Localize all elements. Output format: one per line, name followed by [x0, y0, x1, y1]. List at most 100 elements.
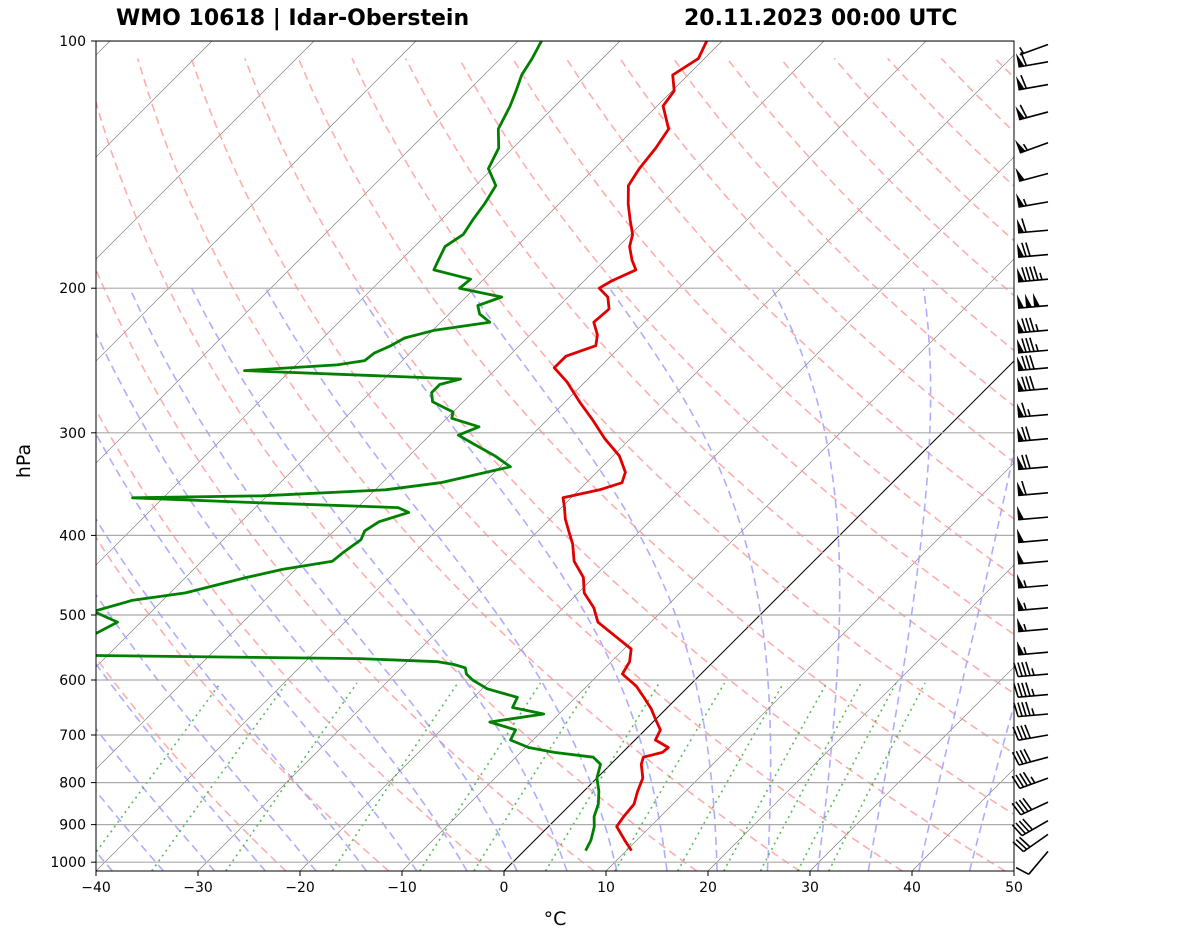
y-tick-label: 1000	[50, 855, 86, 871]
moist-adiabat-line	[190, 287, 568, 871]
axes: −40 −30 −20 −10 0 10 20 30 40 50 100 200 300 400 500 60…	[50, 34, 1023, 896]
dry-adiabat-line	[940, 57, 1014, 133]
wind-barb	[1016, 549, 1049, 565]
wind-barb	[1016, 505, 1049, 521]
wind-barb	[1016, 480, 1049, 497]
wind-barb	[1011, 771, 1049, 790]
wind-barb	[1011, 748, 1049, 766]
wind-barb	[1016, 317, 1049, 334]
x-tick-label: 30	[801, 880, 819, 896]
moist-adiabat-line	[968, 702, 1014, 871]
chart-title-station: WMO 10618 | Idar-Oberstein	[116, 6, 470, 31]
dry-adiabat-line	[351, 58, 1014, 755]
mixing-ratio-line	[723, 682, 828, 871]
wind-barbs	[1011, 43, 1049, 876]
wind-barb	[1016, 218, 1049, 234]
x-tick-label: 10	[597, 880, 615, 896]
y-tick-label: 300	[59, 426, 86, 442]
dry-adiabat-line	[297, 58, 1014, 816]
isotherm-line	[96, 41, 417, 362]
isotherm-line	[96, 41, 621, 566]
moist-adiabat-line	[96, 331, 468, 871]
wind-barb	[1013, 661, 1049, 678]
dry-adiabat-line	[190, 58, 903, 871]
moist-adiabat-line	[96, 432, 418, 871]
isotherm-line	[96, 41, 519, 464]
dry-adiabat-line	[404, 58, 1014, 695]
mixing-ratio-line	[676, 682, 785, 871]
wind-barb	[1016, 454, 1049, 471]
isotherm-zero-line	[503, 360, 1014, 871]
dry-adiabat-line	[96, 99, 698, 871]
wind-barb	[1016, 573, 1049, 589]
isotherm-line	[401, 258, 1014, 871]
plot-frame	[95, 40, 1015, 872]
dry-adiabat-line	[565, 57, 1014, 520]
dry-adiabat-line	[244, 58, 1006, 871]
y-tick-label: 400	[59, 528, 86, 544]
series-lines	[96, 41, 708, 852]
wind-barb	[1015, 104, 1049, 121]
x-tick-label: 40	[903, 880, 921, 896]
wind-barb	[1015, 167, 1049, 183]
mixing-ratio-line	[331, 682, 459, 871]
x-tick-label: 0	[500, 880, 509, 896]
isotherm-line	[605, 462, 1014, 871]
moist-adiabat-line	[96, 662, 267, 871]
wind-barb	[1016, 242, 1049, 258]
wind-barb	[1012, 724, 1049, 741]
isotherm-line	[299, 156, 1014, 871]
dewpoint-profile-line	[96, 41, 602, 852]
dry-adiabat-line	[96, 656, 287, 871]
moist-adiabat-line	[918, 446, 1014, 871]
dry-adiabat-line	[779, 57, 1014, 297]
background-lines	[96, 41, 1014, 871]
wind-barb	[1011, 797, 1049, 816]
wind-barb	[1016, 596, 1049, 612]
wind-barb	[1016, 426, 1049, 443]
wind-barb	[1016, 337, 1049, 354]
x-tick-label: 50	[1005, 880, 1023, 896]
wind-barb	[1016, 640, 1049, 656]
dry-adiabat-line	[96, 408, 492, 871]
mixing-ratio-line	[419, 682, 542, 871]
x-axis-label: °C	[544, 908, 567, 930]
x-tick-label: −10	[387, 880, 417, 896]
moist-adiabat-line	[771, 287, 841, 871]
moist-adiabat-line	[96, 727, 216, 871]
isotherm-line	[1013, 870, 1014, 871]
y-tick-label: 500	[59, 608, 86, 624]
mixing-ratio-line	[828, 682, 926, 871]
chart-title-datetime: 20.11.2023 00:00 UTC	[684, 6, 958, 31]
y-tick-label: 100	[59, 34, 86, 50]
y-tick-label: 600	[59, 673, 86, 689]
mixing-ratio-line	[473, 682, 593, 871]
isotherm-line	[96, 41, 825, 770]
mixing-ratio-line	[796, 682, 897, 871]
wind-barb	[1016, 52, 1049, 68]
isotherm-line	[809, 666, 1014, 871]
wind-barb	[1016, 402, 1049, 418]
wind-barb	[1019, 43, 1049, 56]
moist-adiabat-line	[468, 287, 718, 871]
isotherm-line	[96, 41, 723, 668]
mixing-ratio-line	[225, 682, 358, 871]
dry-adiabat-line	[672, 57, 1014, 408]
y-tick-label: 700	[59, 728, 86, 744]
wind-barb	[1012, 833, 1049, 853]
dry-adiabat-line	[619, 57, 1014, 464]
wind-barb	[1016, 528, 1049, 544]
moist-adiabat-line	[129, 287, 518, 871]
wind-barb	[1016, 355, 1049, 372]
wind-barb	[1016, 292, 1049, 310]
x-tick-label: −40	[81, 880, 111, 896]
wind-barb	[1016, 266, 1049, 283]
isotherm-line	[911, 768, 1014, 871]
dry-adiabat-line	[512, 57, 1014, 578]
temperature-profile-line	[552, 41, 708, 852]
y-tick-label: 900	[59, 818, 86, 834]
y-tick-label: 800	[59, 776, 86, 792]
isotherm-line	[707, 564, 1014, 871]
wind-barb	[1016, 375, 1049, 392]
wind-barb	[1015, 139, 1049, 154]
